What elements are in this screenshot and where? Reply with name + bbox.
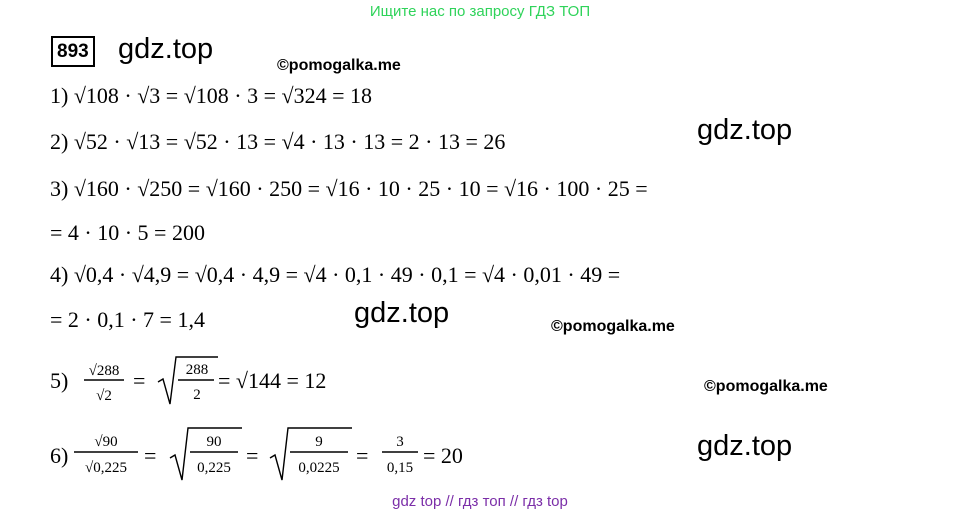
fraction-5-1-denominator: √2 xyxy=(96,388,112,404)
solution-line-2: 2) √52 · √13 = √52 · 13 = √4 · 13 · 13 =… xyxy=(50,129,506,154)
equals-sign: = xyxy=(133,368,145,393)
fraction-6-1-denominator: √0,225 xyxy=(85,460,127,476)
footer-banner: gdz top // гдз топ // гдз top xyxy=(392,493,568,510)
solution-line-4b: = 2 · 0,1 · 7 = 1,4 xyxy=(50,307,205,332)
fraction-6-2-denominator: 0,225 xyxy=(197,460,231,476)
fraction-6-3-numerator: 9 xyxy=(315,434,323,450)
top-search-banner: Ищите нас по запросу ГДЗ ТОП xyxy=(369,3,591,20)
equals-sign: = xyxy=(356,443,368,468)
solution-line-3a: 3) √160 · √250 = √160 · 250 = √16 · 10 ·… xyxy=(50,176,648,201)
solution-line-6-tail: = 20 xyxy=(423,443,463,468)
solution-line-5-label: 5) xyxy=(50,368,68,393)
problem-number-badge: 893 xyxy=(51,36,95,67)
fraction-5-2-denominator: 2 xyxy=(193,387,201,403)
solution-line-5-tail: = √144 = 12 xyxy=(218,368,326,393)
fraction-6-4-numerator: 3 xyxy=(396,434,404,450)
solution-line-1: 1) √108 · √3 = √108 · 3 = √324 = 18 xyxy=(50,83,372,108)
site-watermark-1: gdz.top xyxy=(697,114,793,146)
fraction-6-1-numerator: √90 xyxy=(94,434,117,450)
equals-sign: = xyxy=(246,443,258,468)
equals-sign: = xyxy=(144,443,156,468)
site-watermark-3: gdz.top xyxy=(697,430,793,462)
fraction-6-2-numerator: 90 xyxy=(207,434,222,450)
fraction-5-2-numerator: 288 xyxy=(186,362,209,378)
radical-sign xyxy=(269,427,352,481)
fraction-6-4-denominator: 0,15 xyxy=(387,460,413,476)
solution-line-4a: 4) √0,4 · √4,9 = √0,4 · 4,9 = √4 · 0,1 ·… xyxy=(50,262,621,287)
copyright-watermark-3: ©pomogalka.me xyxy=(704,378,828,395)
fraction-6-3-denominator: 0,0225 xyxy=(298,460,339,476)
radical-sign xyxy=(157,356,218,405)
radical-sign xyxy=(169,427,242,481)
solution-line-6-label: 6) xyxy=(50,443,68,468)
copyright-watermark-1: ©pomogalka.me xyxy=(277,57,401,74)
site-watermark-2: gdz.top xyxy=(354,297,450,329)
site-title: gdz.top xyxy=(118,33,214,65)
fraction-5-1-numerator: √288 xyxy=(89,363,120,379)
solution-line-3b: = 4 · 10 · 5 = 200 xyxy=(50,220,205,245)
copyright-watermark-2: ©pomogalka.me xyxy=(551,318,675,335)
